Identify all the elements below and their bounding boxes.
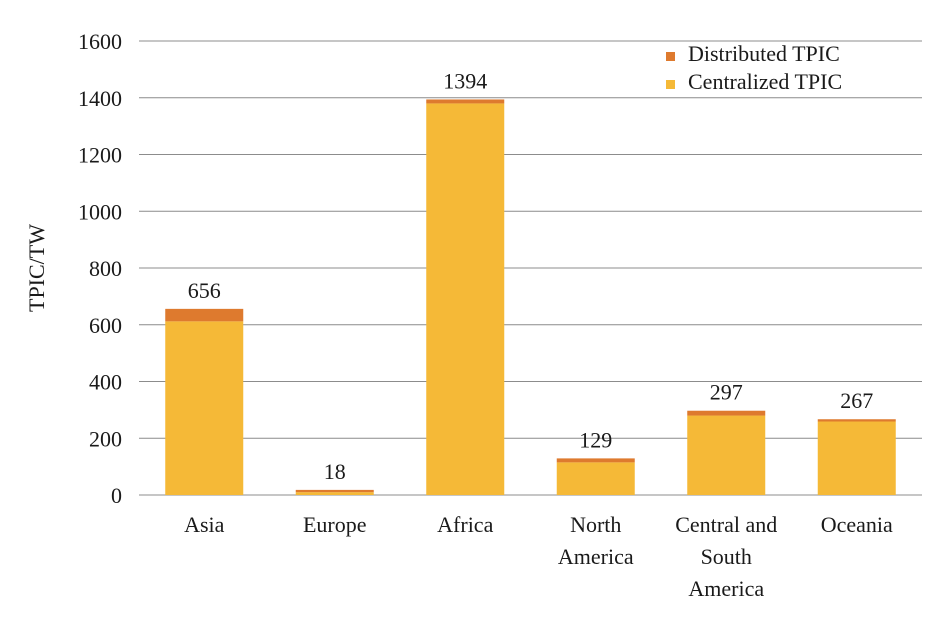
bar-distributed xyxy=(687,410,766,416)
x-axis-labels: Asia Europe Africa North America Central and S… xyxy=(184,512,893,601)
bar-centralized xyxy=(426,103,505,496)
legend-swatch xyxy=(666,52,675,61)
x-category-label: Central and South America xyxy=(675,512,777,601)
y-tick-label: 0 xyxy=(111,483,122,508)
bar-distributed xyxy=(165,308,244,322)
bar-centralized xyxy=(165,321,244,495)
legend-label: Distributed TPIC xyxy=(688,41,840,66)
legend-swatch xyxy=(666,80,675,89)
y-tick-label: 1200 xyxy=(78,143,122,168)
bar-distributed xyxy=(426,99,505,104)
legend: Distributed TPIC Centralized TPIC xyxy=(666,41,842,94)
bar-centralized xyxy=(817,421,896,495)
x-category-label: North America xyxy=(558,512,634,569)
total-data-label: 18 xyxy=(324,459,346,484)
x-category-label: Europe xyxy=(303,512,367,537)
total-data-label: 297 xyxy=(710,380,743,405)
bar-distributed xyxy=(295,489,374,493)
x-category-label-line: America xyxy=(688,576,764,601)
y-tick-label: 1400 xyxy=(78,86,122,111)
y-axis-ticks: 0 200 400 600 800 1000 1200 1400 1600 xyxy=(78,29,122,508)
x-category-label: Asia xyxy=(184,512,225,537)
y-tick-label: 1600 xyxy=(78,29,122,54)
data-labels: 656 18 1394 129 297 267 xyxy=(188,68,874,483)
x-category-label-line: Europe xyxy=(303,512,367,537)
gridlines xyxy=(139,40,922,496)
total-data-label: 129 xyxy=(579,427,612,452)
x-category-label-line: Africa xyxy=(437,512,493,537)
bar-centralized xyxy=(556,462,635,495)
y-tick-label: 600 xyxy=(89,313,122,338)
x-category-label-line: Oceania xyxy=(821,512,893,537)
y-tick-label: 800 xyxy=(89,256,122,281)
x-category-label-line: Central and xyxy=(675,512,777,537)
x-category-label-line: South xyxy=(701,544,752,569)
bar-distributed xyxy=(556,458,635,463)
bar-distributed xyxy=(817,419,896,422)
total-data-label: 267 xyxy=(840,388,873,413)
y-tick-label: 400 xyxy=(89,370,122,395)
x-category-label: Africa xyxy=(437,512,493,537)
total-data-label: 656 xyxy=(188,278,221,303)
y-tick-label: 1000 xyxy=(78,199,122,224)
bars xyxy=(165,99,896,496)
y-axis-title: TPIC/TW xyxy=(24,224,49,312)
legend-label: Centralized TPIC xyxy=(688,69,842,94)
x-category-label-line: America xyxy=(558,544,634,569)
x-category-label-line: Asia xyxy=(184,512,225,537)
bar-centralized xyxy=(295,492,374,495)
y-tick-label: 200 xyxy=(89,426,122,451)
total-data-label: 1394 xyxy=(443,68,487,93)
bar-centralized xyxy=(687,415,766,495)
x-category-label-line: North xyxy=(570,512,621,537)
x-category-label: Oceania xyxy=(821,512,893,537)
